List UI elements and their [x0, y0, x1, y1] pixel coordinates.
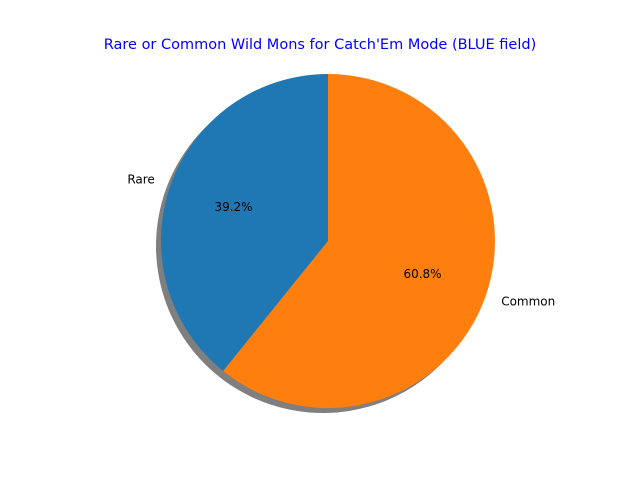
- pie-labels-group: Rare 39.2% Common 60.8%: [127, 172, 555, 308]
- chart-title: Rare or Common Wild Mons for Catch'Em Mo…: [104, 37, 537, 53]
- pie-slice-rare: [161, 74, 328, 371]
- pie-slice-common: [223, 74, 496, 408]
- slice-label-rare: Rare: [127, 172, 154, 186]
- pie-slices-group: [161, 74, 496, 408]
- percent-label-rare: 39.2%: [214, 200, 252, 214]
- percent-label-common: 60.8%: [403, 267, 441, 281]
- slice-label-common: Common: [501, 295, 555, 309]
